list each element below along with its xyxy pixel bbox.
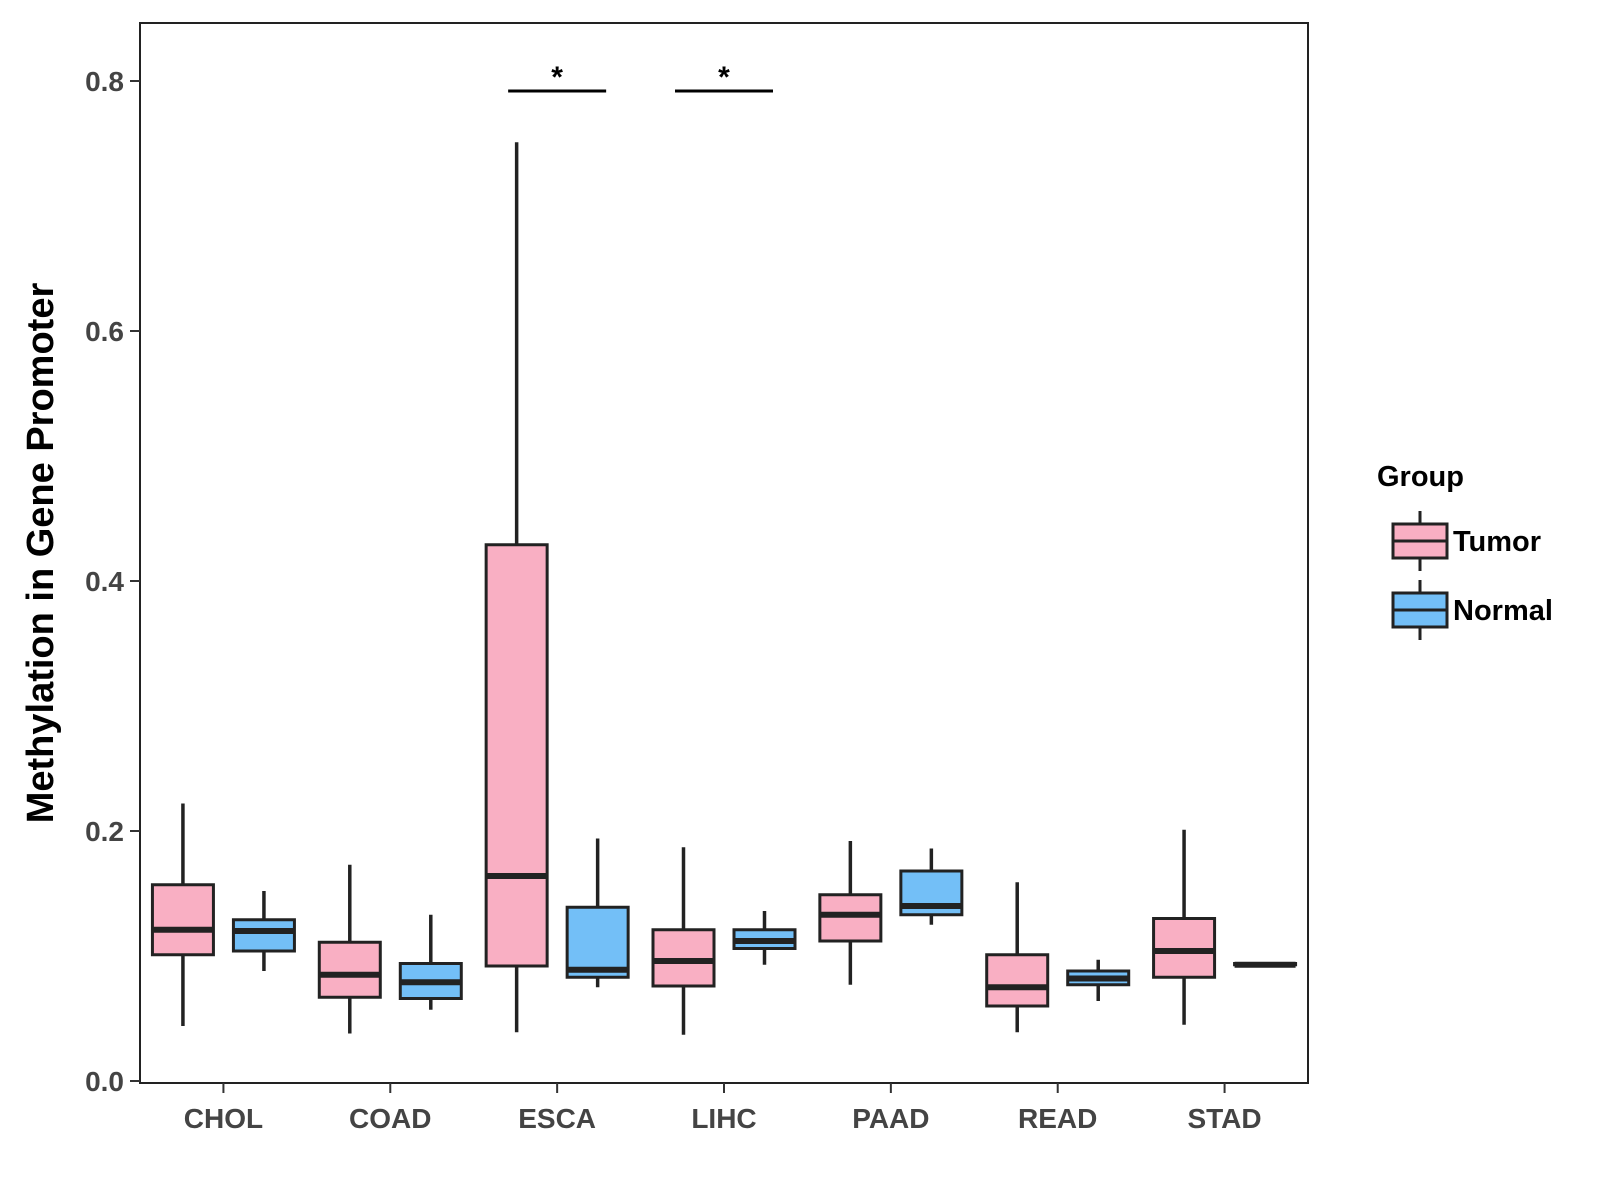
y-tick-label: 0.8 bbox=[85, 66, 124, 97]
box-normal-stad bbox=[1233, 961, 1298, 968]
legend-item-tumor: Tumor bbox=[1391, 511, 1541, 571]
x-axis: CHOL COAD ESCA LIHC PAAD READ STAD bbox=[184, 1083, 1262, 1134]
y-tick-label: 0.4 bbox=[85, 566, 124, 597]
box-normal-lihc bbox=[732, 911, 797, 965]
box-body bbox=[231, 918, 296, 953]
legend-label: Tumor bbox=[1453, 526, 1541, 558]
significance-label: * bbox=[551, 61, 563, 94]
box-body bbox=[565, 905, 630, 979]
x-tick-label: COAD bbox=[349, 1103, 431, 1134]
box-body bbox=[317, 940, 382, 999]
y-tick-label: 0.2 bbox=[85, 816, 124, 847]
x-tick-label: ESCA bbox=[518, 1103, 596, 1134]
y-axis: 0.0 0.2 0.4 0.6 0.8 bbox=[85, 23, 141, 1097]
boxes-layer bbox=[150, 142, 1298, 1035]
legend-item-normal: Normal bbox=[1391, 580, 1553, 640]
plot-panel bbox=[139, 22, 1309, 1084]
x-tick-label: STAD bbox=[1187, 1103, 1261, 1134]
x-tick-label: LIHC bbox=[691, 1103, 756, 1134]
box-normal-coad bbox=[398, 914, 463, 1010]
box-tumor-read bbox=[985, 882, 1050, 1033]
y-tick-label: 0.6 bbox=[85, 316, 124, 347]
box-tumor-stad bbox=[1152, 829, 1217, 1025]
box-body bbox=[150, 883, 215, 957]
legend: Group Tumor Normal bbox=[1377, 461, 1553, 640]
x-tick-label: PAAD bbox=[852, 1103, 929, 1134]
box-tumor-esca bbox=[484, 142, 549, 1033]
y-tick-label: 0.0 bbox=[85, 1066, 124, 1097]
box-normal-read bbox=[1066, 959, 1131, 1001]
legend-label: Normal bbox=[1453, 595, 1553, 627]
box-tumor-paad bbox=[818, 841, 883, 985]
box-body bbox=[651, 928, 716, 988]
box-body bbox=[1152, 917, 1217, 979]
box-tumor-chol bbox=[150, 803, 215, 1026]
y-axis-title: Methylation in Gene Promoter bbox=[20, 283, 62, 824]
box-tumor-lihc bbox=[651, 847, 716, 1035]
box-normal-paad bbox=[899, 848, 964, 925]
x-tick-label: READ bbox=[1018, 1103, 1097, 1134]
box-normal-esca bbox=[565, 838, 630, 988]
box-tumor-coad bbox=[317, 864, 382, 1034]
box-body bbox=[818, 893, 883, 943]
significance-label: * bbox=[718, 61, 730, 94]
legend-title: Group bbox=[1377, 461, 1464, 493]
x-tick-label: CHOL bbox=[184, 1103, 263, 1134]
box-body bbox=[985, 953, 1050, 1008]
box-body bbox=[484, 543, 549, 968]
significance-annotations: * * bbox=[508, 61, 773, 94]
box-normal-chol bbox=[231, 891, 296, 971]
